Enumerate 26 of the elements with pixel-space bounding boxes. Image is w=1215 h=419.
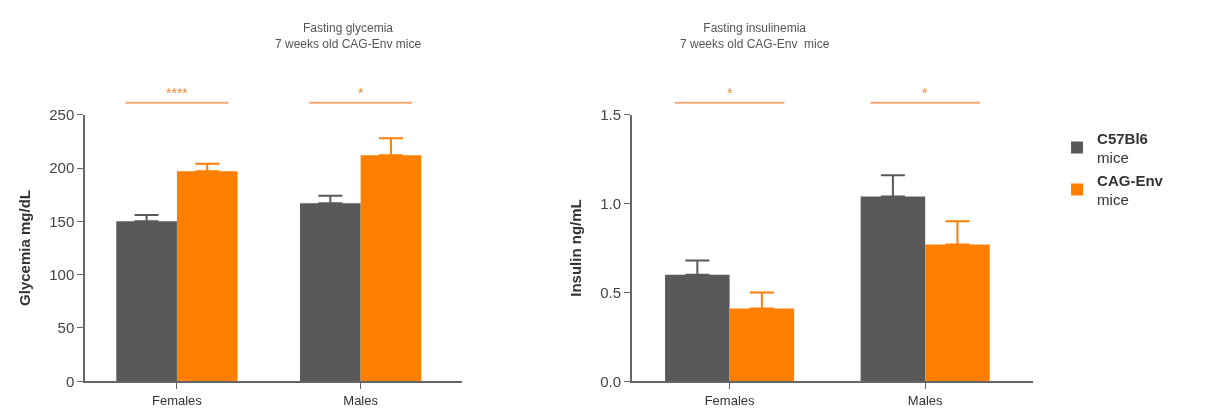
y-tick-label: 50 bbox=[57, 319, 75, 337]
y-axis-title: Glycemia mg/dL bbox=[16, 190, 34, 306]
legend-label: CAG-Env mice bbox=[1097, 171, 1164, 209]
x-tick-label: Males bbox=[907, 392, 944, 408]
text: **** bbox=[166, 85, 189, 101]
y-tick-label: 150 bbox=[49, 212, 75, 230]
y-tick-label: 1.0 bbox=[600, 194, 622, 212]
x-tick-label: Males bbox=[343, 392, 379, 408]
text: * bbox=[727, 85, 733, 101]
text: * bbox=[922, 85, 928, 101]
chart-subtitle: 7 weeks old CAG-Env mice bbox=[275, 36, 422, 51]
text: * bbox=[358, 85, 364, 101]
y-tick-label: 0 bbox=[65, 372, 75, 390]
y-tick-label: 200 bbox=[49, 159, 75, 177]
y-axis-title: Insulin ng/mL bbox=[566, 199, 584, 297]
x-tick-label: Females bbox=[704, 392, 756, 408]
y-tick-label: 1.5 bbox=[600, 105, 622, 123]
chart-subtitle: 7 weeks old CAG-Env mice bbox=[680, 36, 830, 51]
y-tick-label: 250 bbox=[49, 105, 75, 123]
y-tick-label: 0.0 bbox=[600, 372, 622, 390]
y-tick-label: 0.5 bbox=[600, 283, 622, 301]
chart-title: Fasting glycemia bbox=[303, 21, 394, 35]
legend-label: C57Bl6 mice bbox=[1097, 129, 1148, 167]
y-tick-label: 100 bbox=[49, 265, 75, 283]
x-tick-label: Females bbox=[151, 392, 203, 408]
chart-title: Fasting insulinemia bbox=[703, 21, 807, 35]
